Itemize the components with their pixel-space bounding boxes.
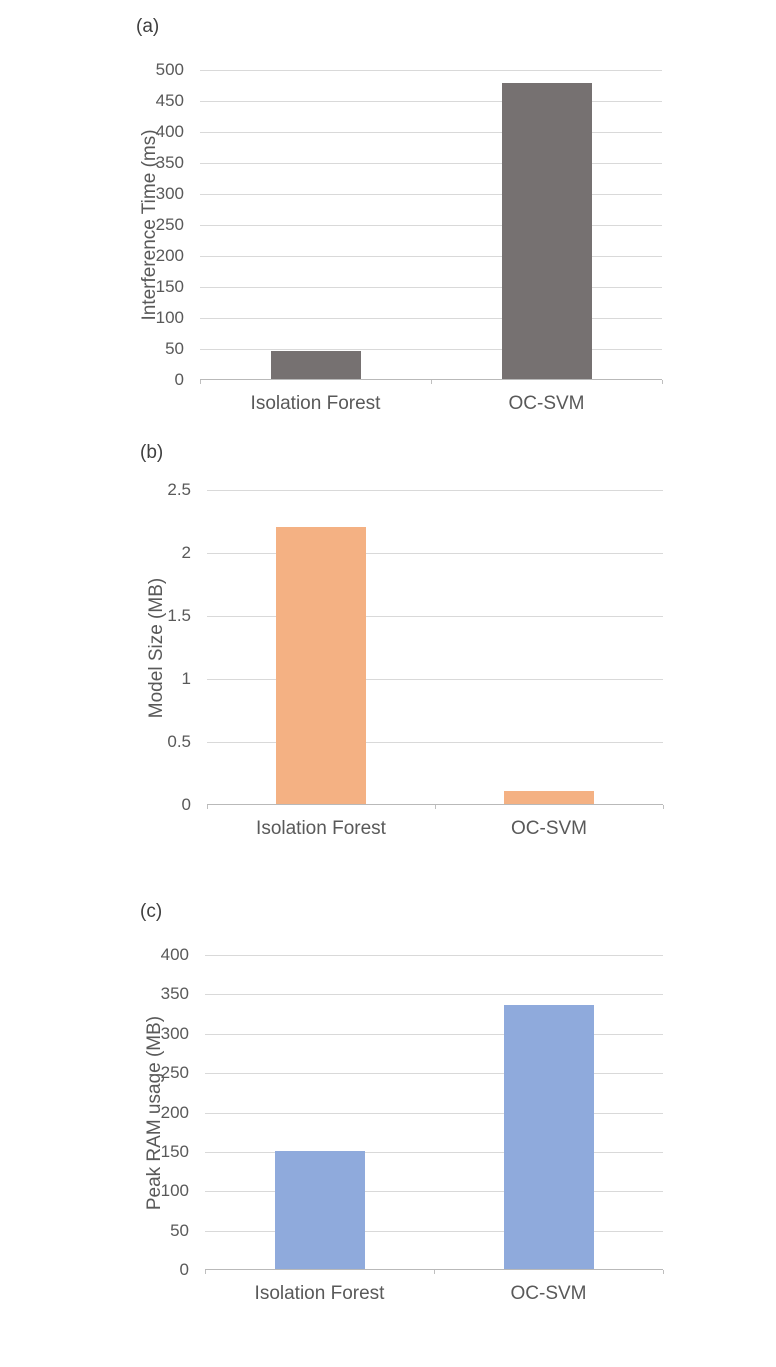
gridline: [200, 287, 662, 288]
gridline: [205, 955, 663, 956]
gridline: [200, 256, 662, 257]
y-axis-title-model-size: Model Size (MB): [146, 577, 167, 718]
chart-model-size: (b) Model Size (MB) 0 0.5 1 1.5 2 2.5 Isolatio…: [0, 425, 776, 885]
y-tick-label: 200: [160, 1102, 189, 1122]
gridline: [205, 1151, 663, 1153]
y-tick-label: 300: [155, 184, 184, 203]
plot-area-c: [205, 955, 663, 1270]
x-tick-label: Isolation Forest: [250, 393, 381, 414]
plot-area-b: [207, 490, 663, 805]
y-tick-label: 2: [181, 543, 191, 562]
y-tick-label: 400: [160, 945, 189, 964]
x-axis-tick: [663, 1270, 664, 1274]
x-axis-tick: [431, 380, 432, 384]
panel-label-a: (a): [136, 16, 160, 37]
y-tick-label: 0: [181, 795, 191, 814]
y-tick-label: 200: [155, 246, 184, 265]
y-tick-label: 2.5: [167, 480, 191, 499]
x-axis-tick: [663, 805, 664, 809]
y-tick-label: 400: [155, 122, 184, 141]
x-axis-tick: [207, 805, 208, 809]
gridline: [205, 1191, 663, 1193]
y-tick-label: 250: [155, 215, 184, 234]
panel-label-c: (c): [140, 901, 163, 922]
chart-peak-ram-usage: (c) Peak RAM usage (MB) 0 50 100 150 200 250 3…: [0, 885, 776, 1367]
bar-isolation-forest: [274, 1150, 365, 1269]
y-tick-label: 500: [155, 60, 184, 79]
bar-isolation-forest: [276, 526, 366, 804]
y-tick-label: 250: [160, 1063, 189, 1083]
y-tick-label: 1.5: [167, 606, 191, 625]
x-tick-label: OC-SVM: [508, 393, 585, 414]
plot-area-a: [200, 70, 662, 380]
gridline: [207, 490, 663, 491]
gridline: [200, 132, 662, 133]
gridline: [200, 225, 662, 226]
x-axis-tick: [435, 805, 436, 809]
x-tick-label: Isolation Forest: [256, 818, 386, 839]
y-tick-label: 300: [160, 1023, 189, 1043]
gridline: [200, 101, 662, 102]
bar-oc-svm: [501, 82, 592, 379]
y-tick-label: 0: [174, 370, 184, 389]
gridline: [200, 163, 662, 164]
y-tick-label: 50: [165, 339, 184, 358]
gridline: [205, 1033, 663, 1035]
panel-label-b: (b): [140, 442, 164, 463]
x-tick-label: Isolation Forest: [254, 1283, 385, 1304]
y-tick-label: 350: [155, 153, 184, 172]
gridline: [205, 1112, 663, 1114]
gridline: [205, 1073, 663, 1075]
y-tick-label: 0: [179, 1260, 189, 1279]
y-tick-label: 100: [155, 308, 184, 327]
x-tick-label: OC-SVM: [510, 1283, 587, 1304]
y-tick-label: 1: [181, 669, 191, 688]
gridline: [200, 70, 662, 71]
gridline: [207, 679, 663, 680]
bar-oc-svm: [503, 1005, 594, 1269]
gridline: [200, 194, 662, 195]
gridline: [205, 994, 663, 996]
bar-oc-svm: [504, 791, 594, 804]
y-tick-label: 100: [160, 1181, 189, 1201]
gridline: [200, 318, 662, 319]
y-tick-label: 0.5: [167, 732, 191, 751]
gridline: [205, 1230, 663, 1232]
y-tick-label: 350: [160, 984, 189, 1004]
y-tick-label: 50: [170, 1220, 189, 1240]
gridline: [207, 616, 663, 617]
x-axis-tick: [662, 380, 663, 384]
gridline: [200, 349, 662, 350]
chart-inference-time: (a) Interference Time (ms) 0 50 100 150 200 2…: [0, 0, 776, 440]
x-axis-tick: [205, 1270, 206, 1274]
bar-isolation-forest: [270, 351, 361, 379]
y-tick-label: 450: [155, 91, 184, 110]
y-tick-label: 150: [155, 277, 184, 296]
x-tick-label: OC-SVM: [511, 818, 587, 839]
gridline: [207, 553, 663, 554]
x-axis-tick: [200, 380, 201, 384]
gridline: [207, 742, 663, 743]
y-tick-label: 150: [160, 1141, 189, 1161]
x-axis-tick: [434, 1270, 435, 1274]
